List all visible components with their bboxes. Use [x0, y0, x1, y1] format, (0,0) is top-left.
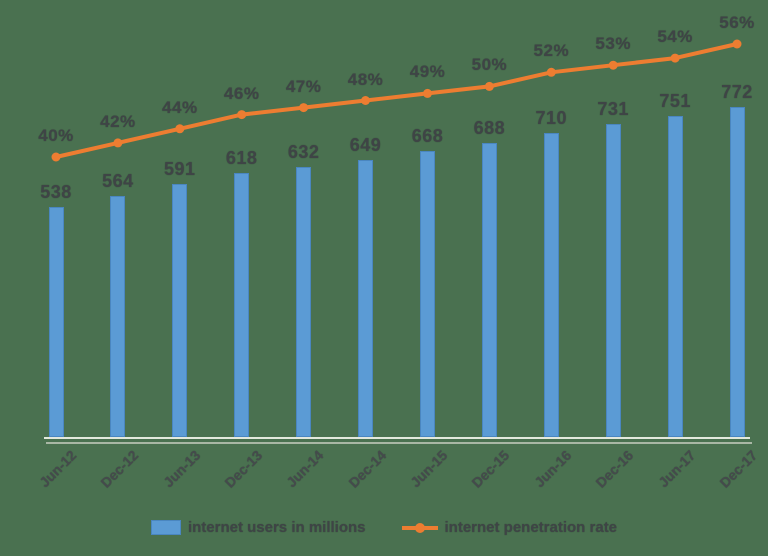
x-axis-line	[44, 437, 750, 439]
bar	[667, 116, 683, 437]
bar-value-label: 618	[225, 148, 258, 168]
line-value-label: 47%	[285, 76, 322, 96]
line-value-label: 53%	[595, 34, 631, 54]
bar	[172, 184, 188, 437]
bar-value-label: 668	[411, 126, 444, 146]
bar-value-label: 772	[721, 82, 753, 102]
bar-series-swatch-icon	[150, 520, 181, 535]
bar-value-label: 591	[164, 159, 196, 179]
line-value-label: 52%	[533, 41, 570, 61]
line-value-label: 56%	[719, 13, 755, 32]
bar-value-label: 710	[535, 108, 568, 128]
bar-value-label: 632	[287, 142, 320, 162]
bar-value-label: 564	[102, 171, 134, 191]
line-value-label: 46%	[223, 83, 260, 103]
legend: internet users in millions internet pene…	[0, 519, 768, 536]
bar-value-label: 649	[349, 135, 382, 155]
line-value-label: 50%	[471, 55, 508, 75]
bar	[110, 196, 126, 437]
legend-item-users: internet users in millions	[150, 519, 366, 536]
line-value-label: 49%	[409, 62, 446, 82]
bar-value-label: 538	[40, 182, 72, 202]
legend-penetration-label: internet penetration rate	[444, 519, 618, 536]
line-value-label: 40%	[38, 126, 74, 145]
line-value-label: 44%	[162, 97, 198, 117]
bar	[543, 133, 559, 437]
line-value-label: 42%	[100, 111, 136, 131]
bar	[358, 160, 373, 437]
bar	[605, 124, 621, 437]
x-axis-line-shadow	[46, 442, 752, 444]
bar-value-label: 731	[597, 99, 629, 119]
line-series-swatch-icon	[401, 522, 438, 534]
bar	[481, 143, 497, 437]
legend-users-label: internet users in millions	[187, 519, 366, 536]
bar	[729, 107, 745, 437]
bar	[234, 173, 250, 437]
bar	[48, 207, 64, 437]
line-value-label: 54%	[657, 27, 693, 47]
bar	[296, 167, 312, 437]
bar-value-label: 751	[659, 91, 691, 111]
bar-value-label: 688	[473, 118, 506, 138]
bar	[420, 151, 435, 437]
legend-item-penetration: internet penetration rate	[401, 519, 618, 536]
line-value-label: 48%	[347, 69, 384, 89]
